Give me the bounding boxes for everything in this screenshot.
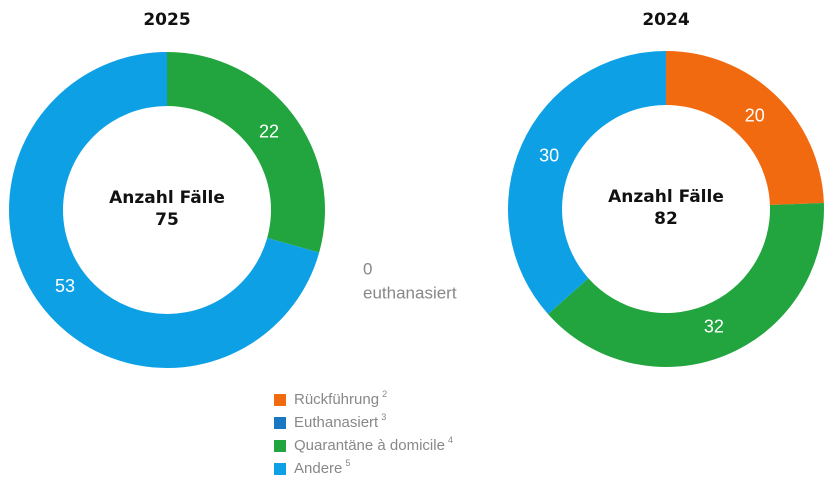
chart-title: 2024 — [642, 10, 689, 30]
center-label: Anzahl Fälle — [109, 188, 225, 208]
legend-swatch — [274, 463, 286, 475]
legend-label: Rückführung 2 — [294, 389, 387, 408]
annotation-text: euthanasiert — [363, 283, 457, 302]
legend-note: 2 — [382, 389, 387, 399]
legend-label: Andere 5 — [294, 458, 350, 477]
value-label: 32 — [704, 316, 724, 336]
legend-note: 5 — [345, 458, 350, 468]
center-total: 75 — [155, 210, 179, 230]
slice — [507, 51, 666, 315]
center-label: Anzahl Fälle — [608, 187, 724, 207]
value-label: 30 — [539, 145, 559, 165]
legend-swatch — [274, 440, 286, 452]
value-label: 20 — [745, 106, 765, 126]
value-label: 53 — [55, 276, 75, 296]
legend-note: 4 — [448, 435, 453, 445]
slice — [666, 51, 824, 206]
legend-label: Euthanasiert 3 — [294, 412, 386, 431]
center-total: 82 — [654, 209, 678, 229]
legend-note: 3 — [381, 412, 386, 422]
legend-text: Rückführung — [294, 391, 379, 408]
chart-title: 2025 — [143, 10, 190, 30]
slice — [548, 202, 824, 367]
annotation-value: 0 — [363, 259, 372, 278]
legend-text: Euthanasiert — [294, 414, 379, 431]
legend-label: Quarantäne à domicile 4 — [294, 435, 453, 454]
value-label: 22 — [259, 121, 279, 141]
legend-text: Quarantäne à domicile — [294, 437, 445, 454]
legend-swatch — [274, 417, 286, 429]
legend-text: Andere — [294, 460, 342, 477]
slice — [9, 52, 320, 368]
slice — [167, 52, 325, 253]
legend-swatch — [274, 394, 286, 406]
